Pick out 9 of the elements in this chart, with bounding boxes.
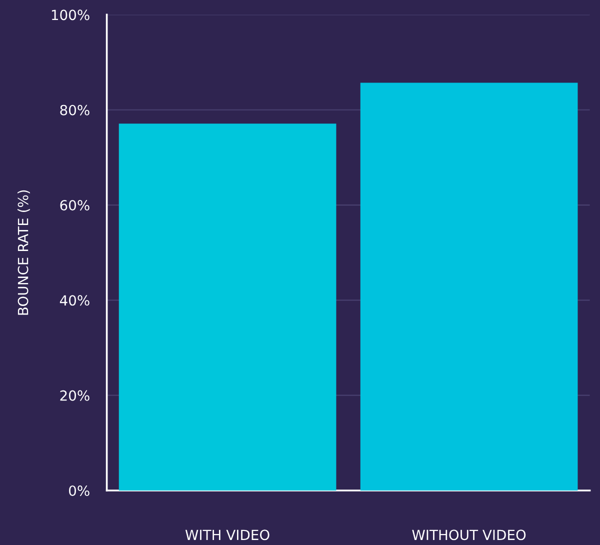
y-tick-label: 40% xyxy=(60,295,90,306)
y-tick-label: 80% xyxy=(60,104,90,116)
y-axis-title: BOUNCE RATE (%) xyxy=(18,190,30,315)
x-tick-label: WITHOUT VIDEO xyxy=(412,530,526,540)
y-tick-label: 20% xyxy=(60,390,90,401)
y-tick-label: 0% xyxy=(69,485,90,496)
y-tick-label: 100% xyxy=(52,10,90,20)
y-tick-label: 60% xyxy=(60,200,90,211)
x-tick-label: WITH VIDEO xyxy=(185,530,270,540)
